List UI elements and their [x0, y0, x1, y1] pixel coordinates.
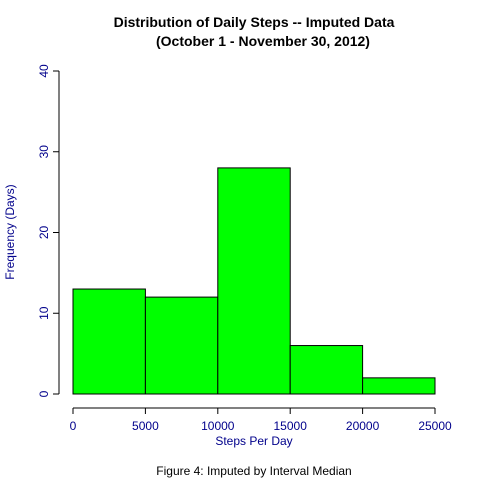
- histogram-bar-5: [362, 377, 436, 395]
- histogram-bar-2: [144, 296, 219, 395]
- y-tick-label-3: 20: [37, 226, 51, 240]
- x-tick-label-4: 15000: [274, 419, 308, 433]
- chart-title-line-2: (October 1 - November 30, 2012): [156, 33, 370, 49]
- x-axis-label: Steps Per Day: [215, 434, 292, 448]
- x-tick-label-5: 20000: [346, 419, 380, 433]
- x-tick-label-2: 5000: [132, 419, 159, 433]
- histogram-bar-4: [289, 345, 364, 395]
- x-tick-label-1: 0: [70, 419, 77, 433]
- histogram-bar-3: [217, 167, 291, 395]
- figure-caption: Figure 4: Imputed by Interval Median: [156, 464, 351, 478]
- y-tick-label-4: 30: [37, 145, 51, 159]
- bars-group: [72, 167, 436, 395]
- y-tick-label-5: 40: [37, 64, 51, 78]
- x-axis: 0 5000 10000 15000 20000 25000: [70, 407, 452, 433]
- y-axis-label: Frequency (Days): [3, 184, 17, 279]
- y-tick-label-2: 10: [37, 306, 51, 320]
- y-axis: 0 10 20 30 40: [37, 64, 60, 397]
- x-tick-label-3: 10000: [201, 419, 235, 433]
- x-tick-label-6: 25000: [418, 419, 452, 433]
- chart-title-line-1: Distribution of Daily Steps -- Imputed D…: [114, 14, 395, 30]
- histogram-bar-1: [72, 288, 146, 395]
- y-tick-label-1: 0: [37, 390, 51, 397]
